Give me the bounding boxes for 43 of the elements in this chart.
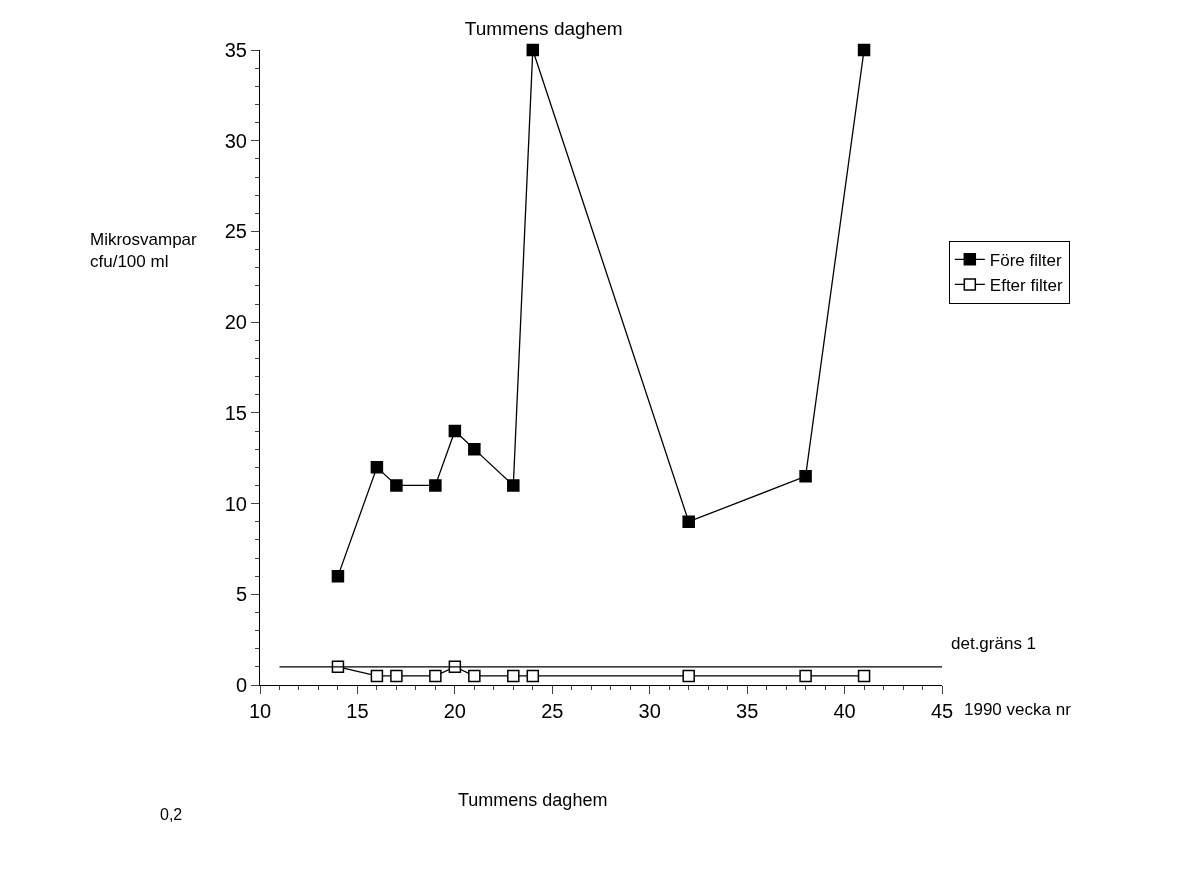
y-tick-label: 20: [224, 311, 247, 334]
point: [526, 43, 540, 57]
y-tick-label: 25: [224, 220, 247, 243]
y-tick-label: 0: [235, 674, 247, 696]
point: [799, 470, 812, 483]
point: [857, 669, 871, 683]
text: 0,2: [160, 806, 183, 823]
point: [857, 43, 871, 57]
x-tick-label: 20: [443, 700, 466, 722]
legend-label: Efter filter: [989, 276, 1063, 296]
y-axis-title: Mikrosvampar cfu/100 ml: [90, 230, 198, 272]
point: [468, 669, 481, 683]
point: [429, 479, 442, 492]
x-tick-label: 35: [736, 700, 759, 722]
text: Tummens daghem: [458, 790, 608, 810]
y-tick-label: 10: [224, 492, 247, 515]
point: [507, 669, 520, 683]
point: [507, 479, 520, 492]
point: [370, 461, 384, 474]
point: [682, 515, 695, 528]
chart-title: Tummens daghem: [464, 18, 623, 40]
x-tick-label: 45: [930, 700, 954, 722]
point: [468, 442, 481, 456]
x-tick-label: 30: [638, 700, 661, 722]
ref-line-label: det.gräns 1: [951, 634, 1037, 653]
point: [526, 669, 540, 683]
point: [390, 669, 403, 683]
x-axis-title: 1990 vecka nr: [964, 700, 1072, 719]
y-tick-label: 35: [224, 39, 247, 61]
y-tick-label: 30: [224, 129, 247, 152]
point: [390, 479, 403, 492]
x-tick-label: 25: [541, 700, 564, 722]
point: [370, 669, 384, 683]
x-tick-label: 40: [833, 700, 856, 722]
point: [682, 669, 695, 683]
x-tick-label: 15: [346, 700, 369, 722]
legend-label: Före filter: [989, 250, 1062, 270]
y-tick-label: 5: [235, 583, 247, 606]
point: [429, 669, 442, 683]
y-tick-label: 15: [224, 401, 247, 424]
point: [448, 424, 462, 438]
point: [799, 669, 812, 683]
point: [331, 569, 345, 583]
